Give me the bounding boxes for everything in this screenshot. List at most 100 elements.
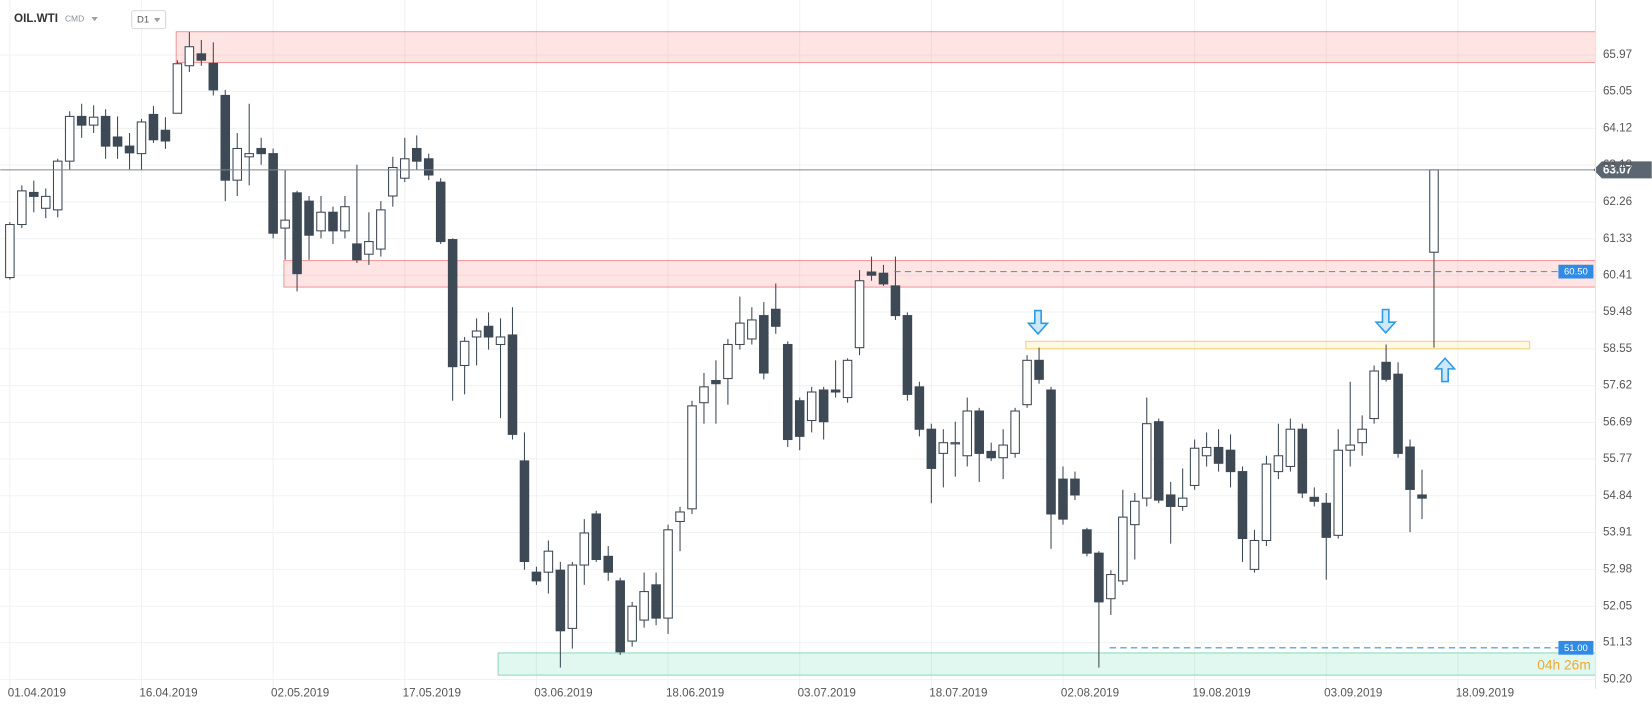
y-tick-label: 60.41 (1603, 268, 1632, 281)
candle-body (759, 315, 769, 374)
price-zone (283, 260, 1597, 288)
candle-body (100, 115, 111, 147)
candle-body (52, 160, 63, 211)
symbol: OIL.WTI (14, 12, 58, 25)
candle-body (531, 571, 542, 582)
x-tick-label: 01.04.2019 (8, 686, 66, 699)
candle-body (1141, 423, 1152, 499)
candle-body (471, 330, 482, 338)
dropdown-icon[interactable] (91, 16, 98, 22)
candle-body (926, 428, 937, 469)
dropdown-icon (153, 18, 161, 23)
candle-body (639, 591, 649, 621)
candle-body (1022, 359, 1032, 406)
candle-body (1225, 449, 1236, 473)
interval-selector[interactable] (131, 10, 167, 30)
y-tick-label: 64.12 (1603, 121, 1632, 134)
candle-body (148, 113, 159, 141)
candle-body (699, 386, 709, 404)
candle-body (29, 191, 39, 197)
candle-body (1297, 428, 1308, 494)
price-zone (497, 652, 1597, 676)
x-tick-label: 18.07.2019 (929, 686, 987, 699)
y-tick-label: 62.26 (1603, 195, 1632, 208)
candle-body (1429, 169, 1439, 253)
candle-body (747, 319, 757, 340)
candle-body (280, 219, 290, 229)
candle-body (40, 195, 51, 209)
y-tick-label: 52.05 (1603, 599, 1632, 612)
instrument-header: OIL.WTI CMD D1 (14, 10, 167, 30)
y-tick-label: 65.97 (1603, 48, 1632, 61)
candle-body (1082, 529, 1092, 554)
candle-body (256, 147, 266, 155)
x-tick-label: 19.08.2019 (1193, 686, 1251, 699)
candle-body (352, 243, 362, 261)
level-label-box (1558, 264, 1594, 279)
candle-body (196, 53, 207, 61)
candle-body (5, 223, 15, 279)
down-arrow (1026, 309, 1050, 336)
y-tick-label: 52.98 (1603, 562, 1632, 575)
y-tick-label: 53.91 (1603, 526, 1632, 539)
candle-body (483, 325, 494, 338)
candle-body (806, 391, 817, 422)
x-tick-label: 03.07.2019 (798, 686, 856, 699)
candle-body (1070, 478, 1080, 496)
candle-body (316, 211, 326, 232)
candle-body (1393, 373, 1403, 454)
candle-body (723, 343, 733, 380)
y-tick-label: 57.62 (1603, 379, 1632, 392)
market: CMD (65, 13, 84, 23)
candle-body (1309, 496, 1320, 502)
up-arrow (1433, 357, 1457, 383)
candle-body (519, 460, 530, 563)
last-price-box (1593, 161, 1652, 179)
levels: 60.50 51.00 63.07 04h 26m (0, 161, 1652, 672)
candle-body (627, 605, 637, 642)
level-label: 60.50 (1564, 267, 1588, 278)
candle-body (830, 389, 841, 393)
x-tick-label: 03.09.2019 (1324, 686, 1382, 699)
candle-body (579, 532, 590, 566)
candle-body (711, 379, 721, 385)
candle-body (878, 272, 889, 285)
candle-body (782, 343, 793, 441)
candle-body (591, 513, 602, 561)
candle-body (268, 153, 278, 234)
candle-body (1213, 446, 1224, 464)
candle-body (64, 115, 75, 162)
candle-body (88, 116, 99, 126)
level-label-box (1558, 640, 1594, 655)
candle-body (292, 192, 302, 275)
candles (5, 32, 1439, 668)
candle-body (423, 158, 434, 176)
candle-body (1094, 552, 1104, 603)
candle-body (902, 315, 913, 395)
candle-body (17, 190, 27, 226)
x-tick-label: 17.05.2019 (403, 686, 461, 699)
candle-body (1201, 446, 1212, 457)
candle-body (1369, 370, 1379, 420)
candle-body (675, 511, 685, 523)
candle-body (112, 136, 123, 147)
candle-body (1357, 428, 1367, 444)
candle-body (124, 145, 135, 154)
candle-body (76, 115, 87, 126)
candle-body (1165, 494, 1176, 507)
candle-body (495, 336, 506, 346)
candle-body (818, 389, 829, 423)
candle-body (974, 410, 984, 454)
last-price-label: 63.07 (1603, 163, 1632, 176)
candle-body (615, 580, 625, 653)
candle-body (735, 322, 745, 346)
y-tick-label: 65.05 (1603, 85, 1632, 98)
candle-body (1417, 494, 1427, 499)
candle-body (411, 147, 422, 162)
candle-body (1321, 502, 1332, 538)
price-zone (175, 31, 1597, 64)
interval: D1 (137, 15, 149, 26)
candle-body (1381, 361, 1391, 380)
down-arrow (1374, 308, 1397, 335)
candle-body (364, 241, 374, 255)
